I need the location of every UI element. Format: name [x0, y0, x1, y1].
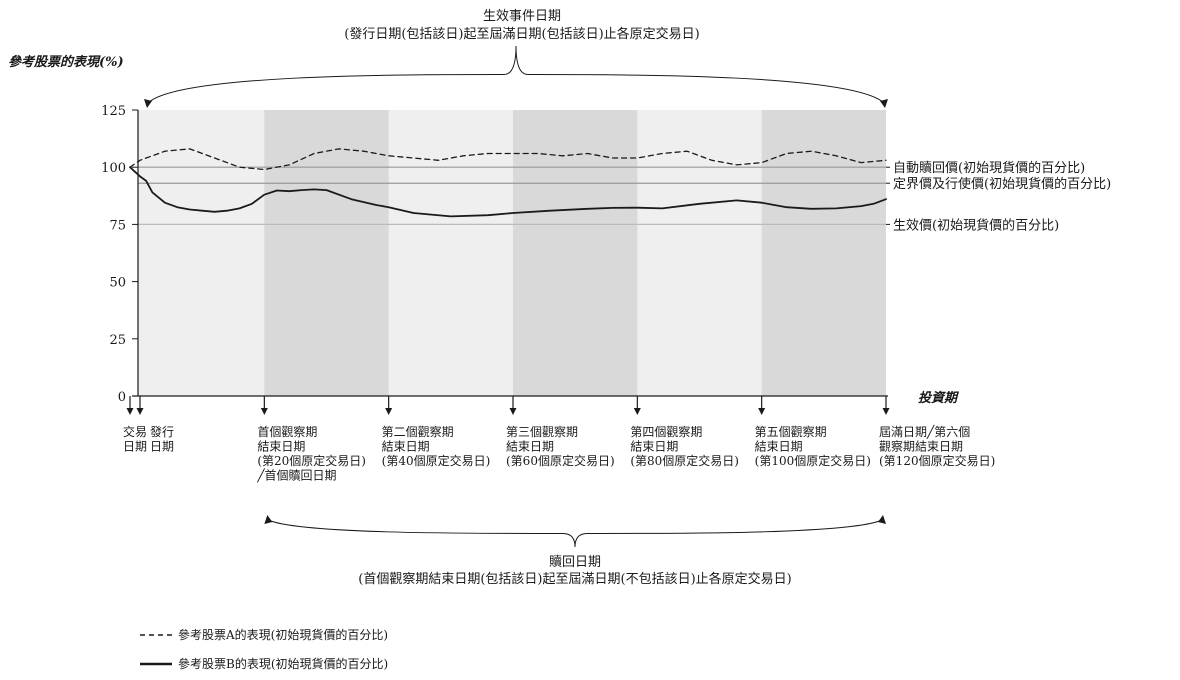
bottom-brace-right-arrow	[878, 515, 886, 524]
marker-arrow-3	[260, 408, 268, 415]
y-tick-label-50: 50	[109, 276, 126, 291]
top-brace-right-arrow	[880, 99, 888, 108]
legend: 參考股票A的表現(初始現貨價的百分比) 參考股票B的表現(初始現貨價的百分比)	[140, 627, 388, 671]
marker-label-6-1: 第四個觀察期	[630, 425, 702, 439]
y-tick-label-0: 0	[118, 390, 126, 405]
marker-arrow-6	[633, 408, 641, 415]
marker-label-1-1: 交易	[123, 424, 147, 439]
marker-label-7-1: 第五個觀察期	[755, 425, 827, 439]
y-tick-label-75: 75	[109, 218, 126, 233]
axes: 0 25 50 75 100 125	[101, 104, 888, 405]
marker-label-5-1: 第三個觀察期	[506, 425, 578, 439]
marker-arrow-7	[758, 408, 766, 415]
y-tick-label-100: 100	[101, 161, 126, 176]
reference-label-3: 生效價(初始現貨價的百分比)	[893, 217, 1059, 233]
top-brace-subtitle: (發行日期(包括該日)起至屆滿日期(包括該日)止各原定交易日)	[344, 26, 699, 42]
reference-lines: 自動贖回價(初始現貨價的百分比)定界價及行使價(初始現貨價的百分比) 生效價(初始…	[138, 160, 1111, 233]
series-lines	[129, 148, 887, 218]
plot-background	[138, 110, 886, 396]
y-tick-label-25: 25	[109, 333, 126, 348]
top-brace	[147, 45, 885, 104]
marker-label-4-1: 第二個觀察期	[382, 425, 454, 439]
observation-band-1	[264, 110, 389, 396]
x-axis-title: 投資期	[918, 390, 959, 406]
bottom-brace-subtitle: (首個觀察期結束日期(包括該日)起至屆滿日期(不包括該日)止各原定交易日)	[358, 571, 791, 587]
marker-label-3-1: 首個觀察期	[257, 425, 317, 439]
braces	[144, 45, 888, 548]
marker-label-8-2: 觀察期結束日期	[879, 440, 963, 454]
x-markers: 交易日期發行日期首個觀察期結束日期(第20個原定交易日)╱首個贖回日期第二個觀察…	[123, 396, 995, 483]
y-axis-title: 參考股票的表現(%)	[8, 54, 124, 70]
marker-label-6-3: (第80個原定交易日)	[630, 453, 739, 468]
observation-band-3	[761, 110, 886, 396]
marker-label-6-2: 結束日期	[630, 440, 678, 454]
marker-arrow-2	[136, 408, 144, 415]
marker-label-7-3: (第100個原定交易日)	[755, 453, 871, 468]
marker-label-5-2: 結束日期	[506, 440, 554, 454]
marker-label-2-1: 發行	[150, 424, 174, 439]
marker-label-8-1: 屆滿日期╱第六個	[879, 424, 970, 439]
plot-area	[138, 110, 886, 396]
series-b-line	[129, 166, 887, 218]
reference-label-1: 自動贖回價(初始現貨價的百分比)	[893, 160, 1085, 176]
marker-arrow-5	[509, 408, 517, 415]
observation-band-2	[513, 110, 638, 396]
marker-label-5-3: (第60個原定交易日)	[506, 453, 615, 468]
marker-label-1-2: 日期	[123, 440, 147, 454]
y-tick-label-125: 125	[101, 104, 126, 119]
bottom-brace-title: 贖回日期	[549, 555, 601, 570]
marker-label-2-2: 日期	[150, 440, 174, 454]
top-brace-title: 生效事件日期	[483, 9, 561, 24]
bottom-brace	[268, 519, 883, 548]
legend-label-b: 參考股票B的表現(初始現貨價的百分比)	[178, 656, 388, 671]
marker-label-3-4: ╱首個贖回日期	[256, 468, 336, 483]
marker-label-4-2: 結束日期	[382, 440, 430, 454]
reference-label-2: 定界價及行使價(初始現貨價的百分比)	[893, 176, 1111, 192]
marker-label-8-3: (第120個原定交易日)	[879, 453, 995, 468]
marker-label-3-2: 結束日期	[257, 440, 305, 454]
series-a-line	[129, 148, 887, 171]
top-brace-left-arrow	[144, 99, 152, 108]
bottom-brace-left-arrow	[264, 515, 273, 524]
marker-label-7-2: 結束日期	[755, 440, 803, 454]
marker-label-3-3: (第20個原定交易日)	[257, 453, 366, 468]
marker-label-4-3: (第40個原定交易日)	[382, 453, 491, 468]
marker-arrow-8	[882, 408, 890, 415]
marker-arrow-4	[385, 408, 393, 415]
marker-arrow-1	[126, 408, 134, 415]
legend-label-a: 參考股票A的表現(初始現貨價的百分比)	[178, 627, 388, 642]
